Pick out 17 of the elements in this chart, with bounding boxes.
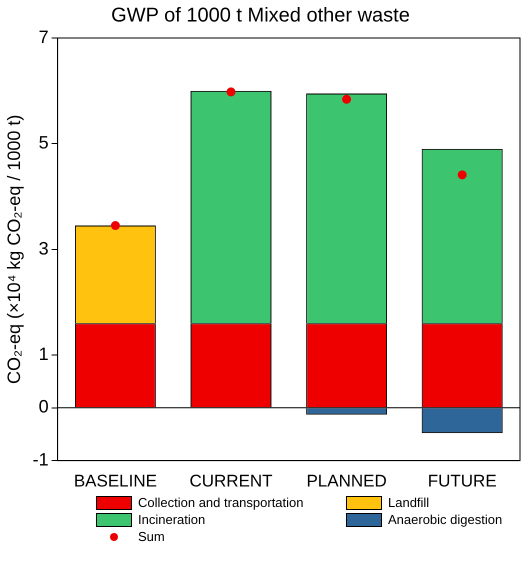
legend-label: Landfill	[388, 495, 430, 510]
legend-label: Incineration	[138, 512, 206, 527]
x-tick-label: FUTURE	[428, 471, 497, 490]
y-tick-label: 7	[38, 26, 49, 47]
y-tick-label: 0	[38, 396, 49, 417]
x-tick-label: BASELINE	[74, 471, 157, 490]
y-tick-label: 5	[38, 132, 49, 153]
legend-label: Anaerobic digestion	[388, 512, 502, 527]
x-tick-label: CURRENT	[189, 471, 273, 490]
y-tick-label: -1	[32, 450, 49, 470]
y-axis-title: CO₂-eq (×10⁴ kg CO₂-eq / 1000 t)	[4, 114, 24, 384]
legend-label: Collection and transportation	[138, 495, 304, 510]
y-tick-label: 3	[38, 238, 49, 258]
y-tick-label: 1	[38, 344, 49, 364]
chart-title: GWP of 1000 t Mixed other waste	[111, 4, 410, 27]
legend-label: Sum	[138, 529, 165, 544]
x-tick-label: PLANNED	[306, 471, 387, 490]
